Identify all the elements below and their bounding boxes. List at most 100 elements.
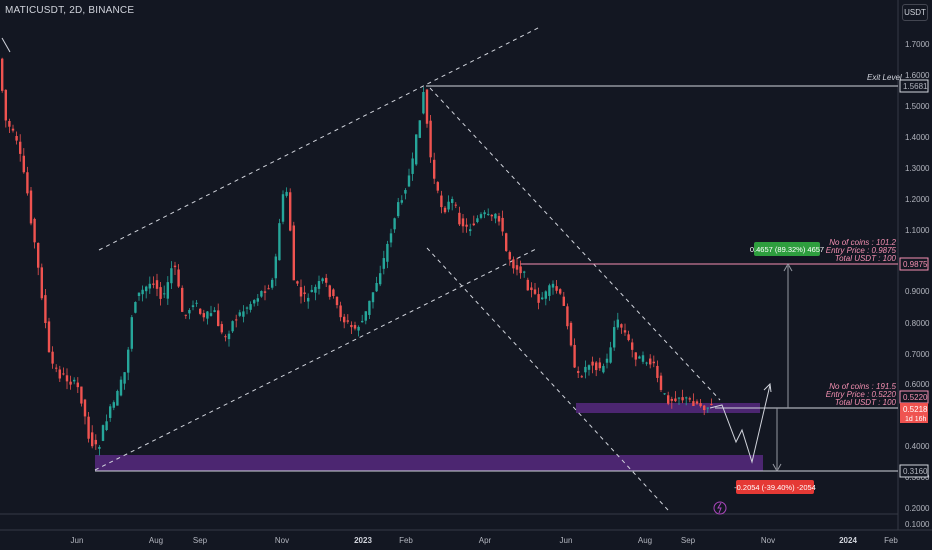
candle-body — [292, 225, 295, 281]
price-tick: 1.7000 — [905, 40, 930, 49]
candle-body — [40, 267, 43, 299]
candle-body — [166, 282, 169, 299]
current-price-tag-text: 0.5218 — [903, 405, 928, 414]
loss-label: -0.2054 (-39.40%) -2054 — [734, 483, 816, 492]
candle-body — [429, 120, 432, 158]
candle-body — [73, 379, 76, 382]
candle-body — [15, 136, 18, 141]
candle-body — [649, 358, 652, 365]
candle-body — [335, 296, 339, 306]
candle-body — [130, 317, 133, 349]
candle-body — [411, 158, 414, 174]
candle-body — [494, 213, 497, 219]
candle-body — [364, 311, 367, 321]
candle-body — [389, 233, 393, 243]
candle-body — [267, 288, 270, 290]
candle-body — [238, 312, 241, 316]
time-tick: Sep — [193, 536, 208, 545]
symbol-title[interactable]: MATICUSDT, 2D, BINANCE — [5, 5, 135, 16]
candle-body — [94, 439, 97, 445]
candle-body — [559, 289, 562, 294]
profit-label-box — [754, 242, 820, 256]
candle-body — [19, 141, 22, 154]
current-price-tag — [900, 403, 928, 423]
candle-body — [688, 398, 691, 400]
candle-body — [659, 375, 663, 390]
candle-body — [584, 366, 587, 373]
candle-body — [692, 401, 695, 406]
candle-body — [105, 421, 108, 431]
price-tick: 0.4000 — [905, 442, 930, 451]
candle-body — [245, 307, 249, 309]
candle-body — [667, 395, 670, 404]
loss-label-box — [736, 480, 814, 494]
candle-body — [80, 386, 83, 404]
candle-body — [501, 217, 504, 232]
candle-body — [580, 376, 583, 378]
candle-body — [159, 287, 162, 299]
stop-price-tag-text: 0.3160 — [903, 467, 928, 476]
candle-body — [641, 355, 645, 362]
candle-body — [433, 159, 436, 179]
candle-body — [220, 324, 223, 333]
price-tick: 0.9000 — [905, 287, 930, 296]
candle-body — [148, 283, 151, 289]
currency-button[interactable]: USDT — [902, 4, 928, 21]
candle-body — [479, 214, 483, 218]
drawing-tool-icon[interactable] — [1, 37, 11, 53]
candle-body — [119, 379, 123, 396]
candle-body — [371, 292, 375, 303]
candle-body — [235, 319, 238, 321]
candle-body — [33, 218, 36, 243]
candle-body — [490, 214, 493, 217]
candle-body — [116, 390, 119, 406]
candle-body — [184, 314, 187, 316]
price-tick: 0.7000 — [905, 350, 930, 359]
time-tick: Feb — [884, 536, 898, 545]
candle-body — [440, 195, 443, 208]
candle-body — [29, 190, 33, 224]
candle-body — [620, 324, 623, 328]
time-tick: Apr — [479, 536, 492, 545]
candle-body — [317, 281, 321, 289]
time-axis[interactable]: Jun Aug Sep Nov 2023 Feb Apr Jun Aug Sep… — [71, 536, 899, 545]
candle-body — [465, 224, 468, 227]
candle-body — [533, 289, 537, 294]
time-tick: Feb — [399, 536, 413, 545]
candle-body — [379, 273, 382, 285]
candle-body — [425, 89, 429, 124]
candle-body — [699, 403, 702, 407]
candle-body — [22, 155, 25, 173]
candle-body — [127, 349, 130, 373]
time-tick-year: 2024 — [839, 536, 857, 545]
candle-body — [278, 223, 281, 261]
candle-body — [112, 402, 115, 408]
time-tick: Sep — [681, 536, 696, 545]
candle-body — [634, 352, 637, 360]
candle-body — [695, 401, 699, 404]
candle-body — [310, 289, 313, 293]
candle-body — [523, 271, 526, 273]
candle-body — [677, 397, 681, 399]
candle-body — [134, 302, 137, 313]
candle-body — [645, 362, 648, 364]
support-zone — [95, 455, 763, 471]
candle-body — [76, 382, 79, 388]
candle-body — [170, 268, 173, 284]
candle-body — [519, 266, 522, 274]
candle-body — [296, 281, 299, 284]
candle-body — [670, 398, 673, 401]
candle-body — [260, 291, 263, 297]
downtrend-lower-line — [426, 247, 669, 511]
candle-body — [623, 330, 627, 333]
candle-body — [587, 365, 591, 370]
candle-body — [375, 283, 378, 292]
price-tick: 1.1000 — [905, 226, 930, 235]
candle-body — [418, 120, 421, 138]
projection-path — [709, 384, 771, 464]
price-tick: 0.8000 — [905, 319, 930, 328]
candle-body — [145, 286, 148, 292]
events-icon[interactable] — [713, 501, 727, 515]
candle-body — [602, 365, 605, 373]
